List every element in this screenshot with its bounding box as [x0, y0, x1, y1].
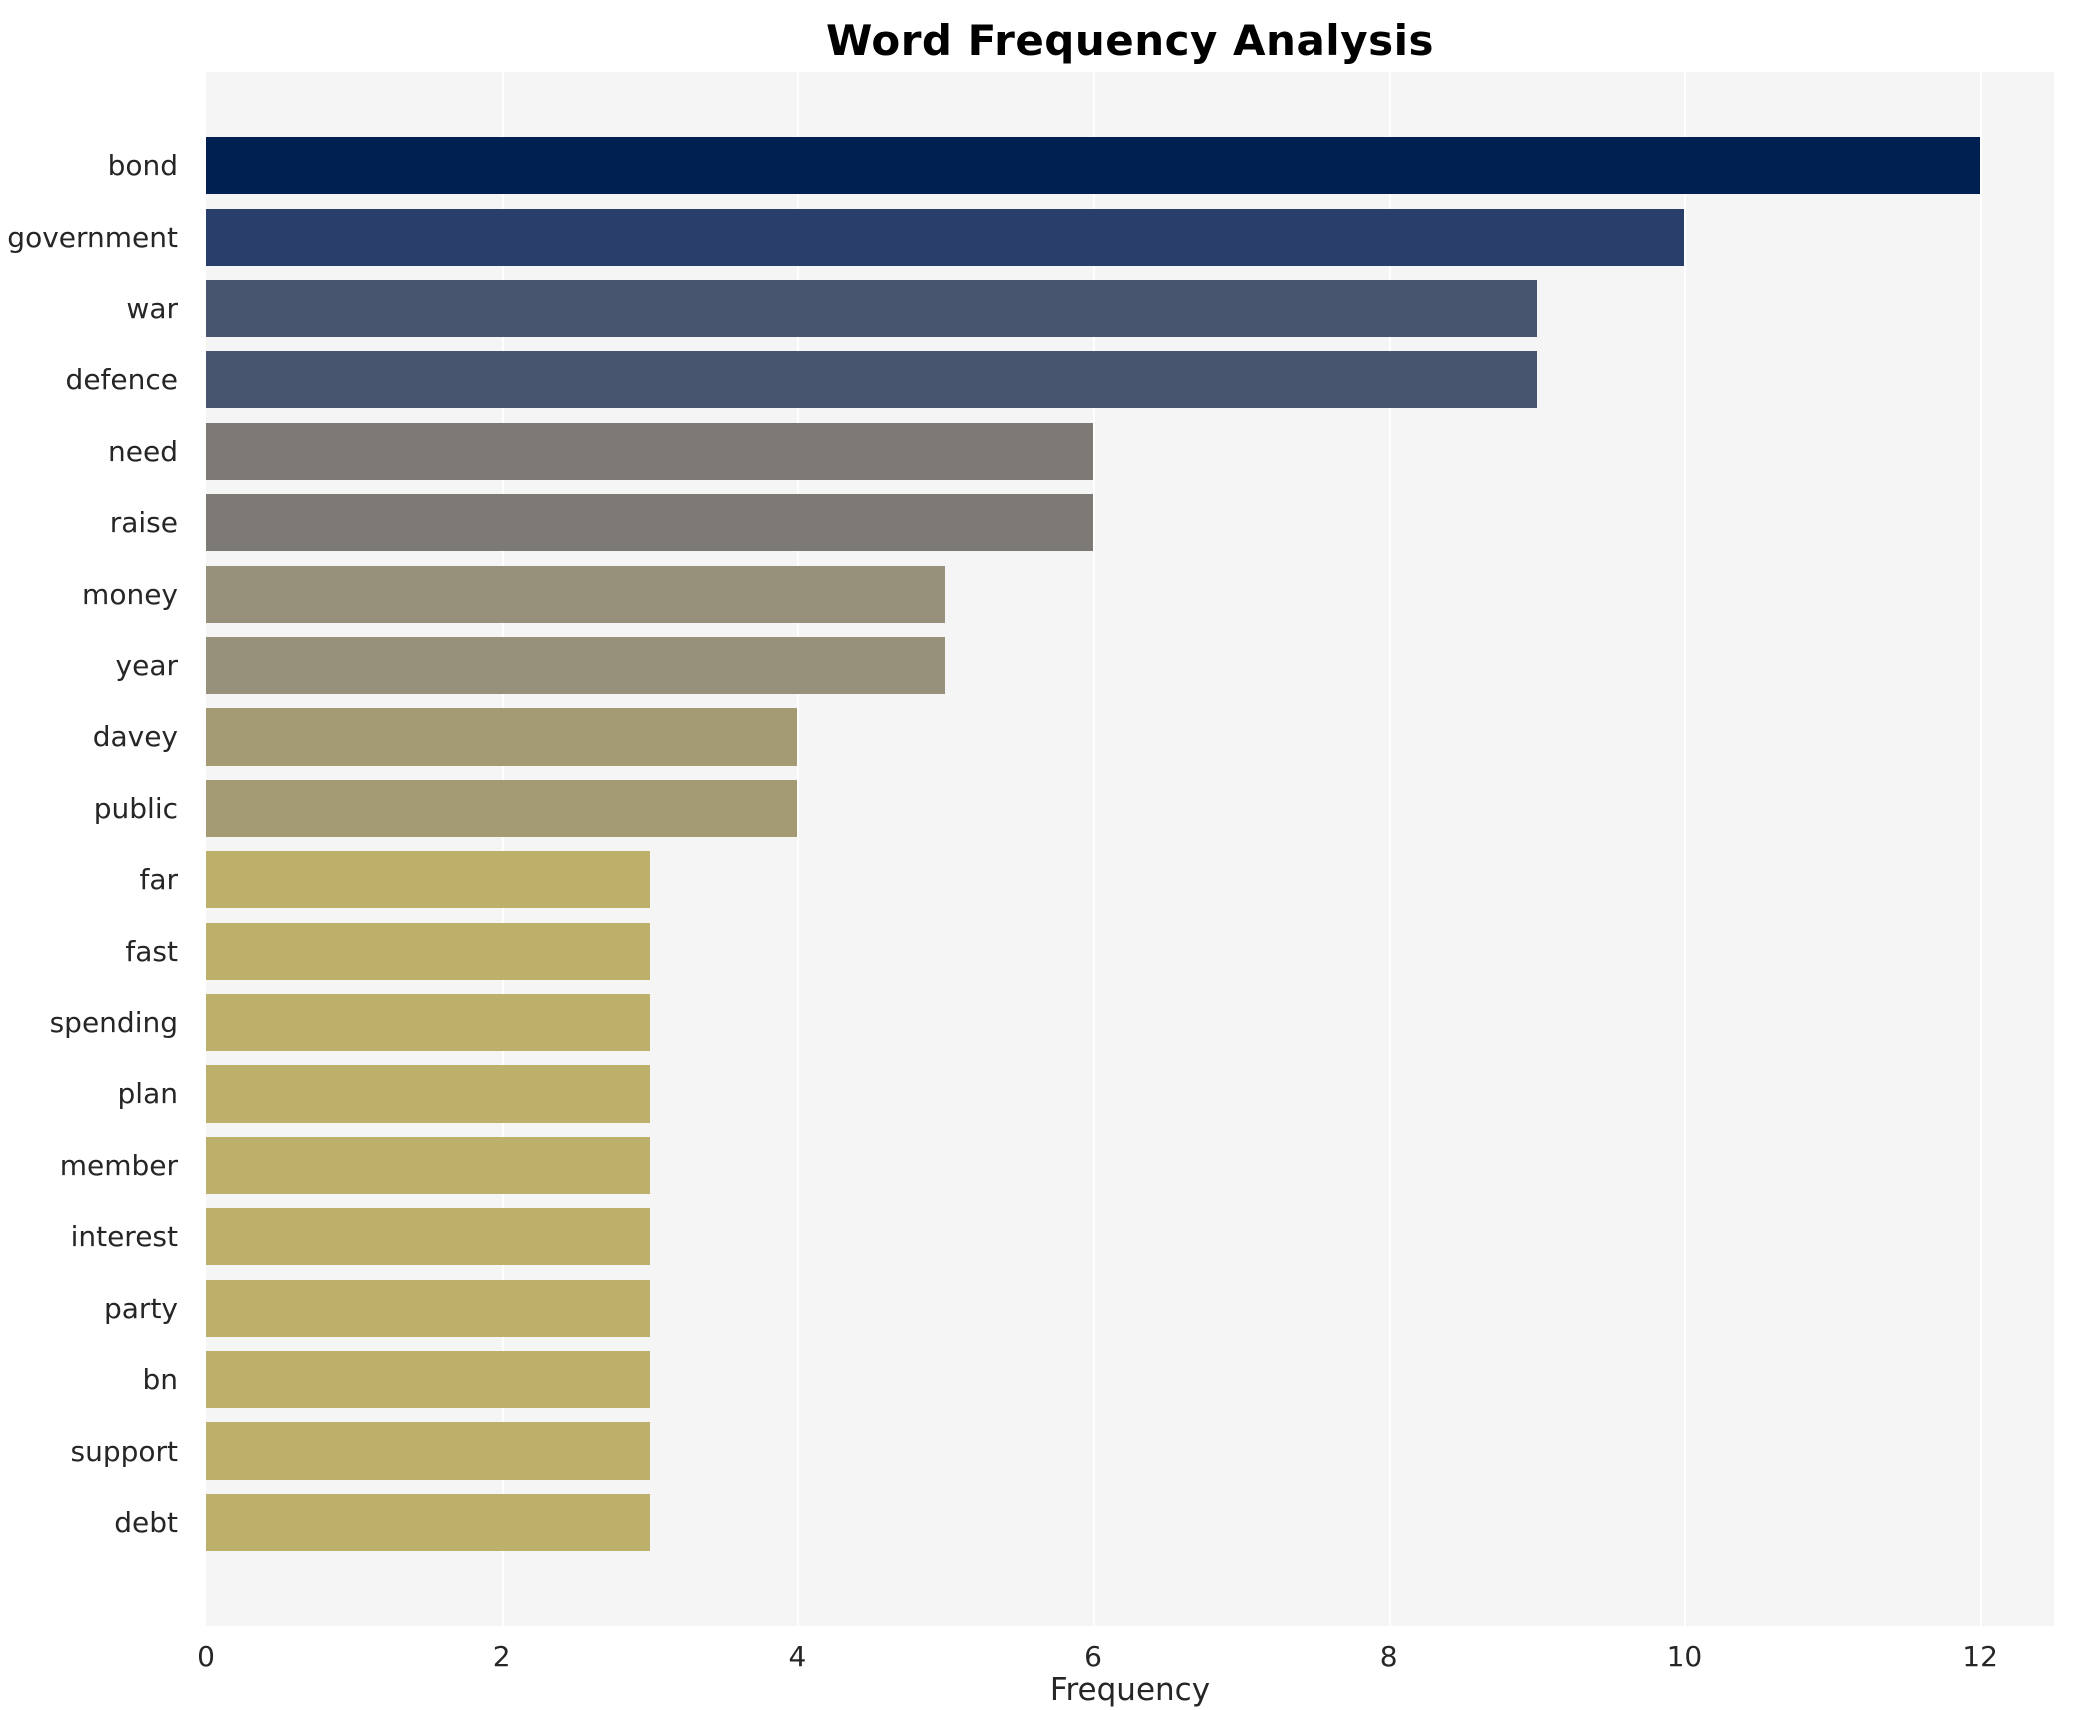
- bar-row: [206, 1415, 2054, 1486]
- bar-row: [206, 1201, 2054, 1272]
- bar-row: [206, 1130, 2054, 1201]
- bar-bn: [206, 1351, 650, 1409]
- x-tick-label: 8: [1379, 1640, 1398, 1673]
- bar-far: [206, 851, 650, 909]
- y-axis-label: bn: [142, 1363, 178, 1397]
- bar-member: [206, 1136, 650, 1194]
- bar-row: [206, 344, 2054, 415]
- bar-bond: [206, 137, 1981, 195]
- y-axis-label: interest: [70, 1220, 178, 1254]
- bar-debt: [206, 1493, 650, 1551]
- bar-row: [206, 130, 2054, 201]
- bar-party: [206, 1279, 650, 1337]
- bar-support: [206, 1422, 650, 1480]
- bar-raise: [206, 494, 1094, 552]
- bar-davey: [206, 708, 798, 766]
- bar-row: [206, 273, 2054, 344]
- chart-title: Word Frequency Analysis: [826, 16, 1434, 65]
- x-tick-label: 10: [1666, 1640, 1703, 1673]
- bar-row: [206, 1058, 2054, 1129]
- plot-area: [206, 72, 2054, 1626]
- bar-year: [206, 636, 946, 695]
- bar-row: [206, 487, 2054, 558]
- bar-row: [206, 416, 2054, 487]
- y-axis-labels: bond government war defence need raise money ye…: [0, 130, 192, 1558]
- y-axis-label: member: [59, 1148, 178, 1182]
- bar-row: [206, 844, 2054, 915]
- y-axis-label: money: [82, 577, 178, 611]
- bar-row: [206, 987, 2054, 1058]
- y-axis-label: far: [139, 863, 178, 897]
- y-axis-label: party: [104, 1291, 178, 1325]
- bar-row: [206, 915, 2054, 986]
- bar-row: [206, 201, 2054, 272]
- bar-row: [206, 773, 2054, 844]
- y-axis-label: support: [70, 1434, 178, 1468]
- y-axis-label: debt: [114, 1505, 178, 1539]
- bar-defence: [206, 351, 1537, 409]
- bar-row: [206, 1487, 2054, 1558]
- bars: [206, 130, 2054, 1558]
- bar-row: [206, 1344, 2054, 1415]
- y-axis-label: raise: [109, 506, 178, 540]
- bar-plan: [206, 1065, 650, 1123]
- bar-row: [206, 630, 2054, 701]
- x-tick-label: 4: [788, 1640, 807, 1673]
- x-tick-label: 12: [1962, 1640, 1998, 1673]
- bar-row: [206, 1273, 2054, 1344]
- y-axis-label: war: [126, 292, 178, 326]
- y-axis-label: fast: [125, 934, 178, 968]
- y-axis-label: public: [93, 791, 178, 825]
- y-axis-label: spending: [49, 1006, 178, 1040]
- x-axis-title: Frequency: [1049, 1672, 1211, 1708]
- y-axis-label: plan: [117, 1077, 178, 1111]
- gridline: [797, 72, 800, 1626]
- bar-public: [206, 779, 798, 837]
- y-axis-label: davey: [92, 720, 178, 754]
- gridline: [1093, 72, 1096, 1626]
- gridline: [1388, 72, 1391, 1626]
- bar-fast: [206, 922, 650, 980]
- y-axis-label: bond: [107, 149, 178, 183]
- x-tick-label: 6: [1084, 1640, 1102, 1673]
- x-tick-label: 2: [492, 1640, 511, 1673]
- y-axis-label: year: [115, 649, 178, 683]
- gridline: [1684, 72, 1687, 1626]
- bar-spending: [206, 994, 650, 1052]
- bar-need: [206, 422, 1094, 480]
- y-axis-label: need: [108, 434, 178, 468]
- bar-money: [206, 565, 946, 623]
- gridline: [1980, 72, 1983, 1626]
- gridline: [501, 72, 504, 1626]
- bar-interest: [206, 1208, 650, 1266]
- y-axis-label: government: [7, 220, 178, 254]
- bar-government: [206, 208, 1685, 266]
- bar-row: [206, 701, 2054, 772]
- bar-war: [206, 279, 1537, 338]
- bar-row: [206, 558, 2054, 629]
- y-axis-label: defence: [65, 363, 178, 397]
- x-tick-label: 0: [197, 1640, 215, 1673]
